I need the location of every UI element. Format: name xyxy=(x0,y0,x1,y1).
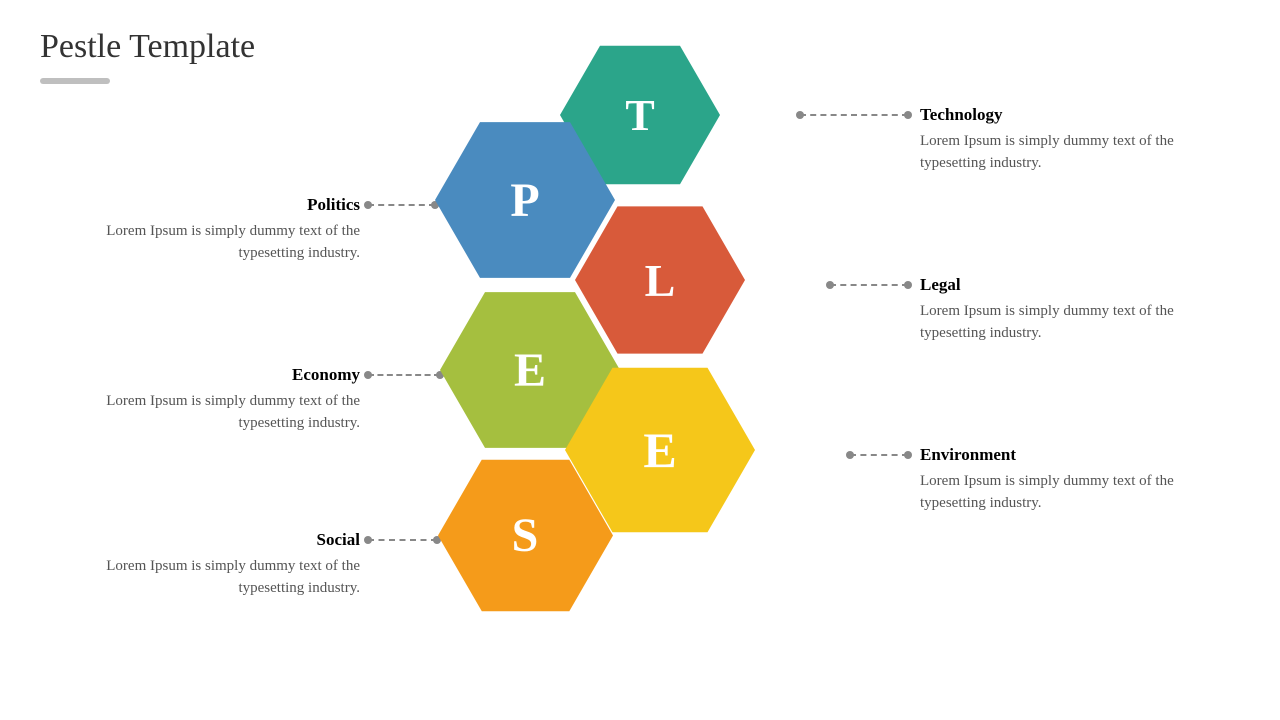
label-title: Legal xyxy=(920,275,1220,295)
label-politics: Politics Lorem Ipsum is simply dummy text… xyxy=(60,195,360,265)
connector xyxy=(368,204,435,206)
label-environment: Environment Lorem Ipsum is simply dummy t… xyxy=(920,445,1220,515)
connector xyxy=(830,284,908,286)
label-economy: Economy Lorem Ipsum is simply dummy text … xyxy=(60,365,360,435)
label-desc: Lorem Ipsum is simply dummy text of the … xyxy=(60,391,360,435)
label-title: Environment xyxy=(920,445,1220,465)
label-social: Social Lorem Ipsum is simply dummy text o… xyxy=(60,530,360,600)
page-title: Pestle Template xyxy=(40,28,255,66)
connector-dot xyxy=(846,451,854,459)
connector-dot xyxy=(796,111,804,119)
connector-dot xyxy=(364,536,372,544)
label-desc: Lorem Ipsum is simply dummy text of the … xyxy=(920,301,1220,345)
label-desc: Lorem Ipsum is simply dummy text of the … xyxy=(60,221,360,265)
label-desc: Lorem Ipsum is simply dummy text of the … xyxy=(920,131,1220,175)
connector xyxy=(800,114,908,116)
connector xyxy=(368,539,437,541)
title-underline xyxy=(40,78,110,84)
hexagon-letter: L xyxy=(645,254,676,307)
hexagon-letter: E xyxy=(643,421,676,479)
connector xyxy=(368,374,440,376)
label-title: Politics xyxy=(60,195,360,215)
hexagon-s-5: S xyxy=(438,448,613,623)
connector-dot xyxy=(364,201,372,209)
hexagon-letter: T xyxy=(625,90,654,141)
label-desc: Lorem Ipsum is simply dummy text of the … xyxy=(920,471,1220,515)
hexagon-letter: P xyxy=(510,173,539,228)
connector-dot xyxy=(904,111,912,119)
label-title: Technology xyxy=(920,105,1220,125)
connector-dot xyxy=(904,451,912,459)
hexagon-letter: S xyxy=(512,508,539,563)
label-desc: Lorem Ipsum is simply dummy text of the … xyxy=(60,556,360,600)
connector-dot xyxy=(904,281,912,289)
hexagon-letter: E xyxy=(514,343,546,398)
connector-dot xyxy=(826,281,834,289)
label-technology: Technology Lorem Ipsum is simply dummy te… xyxy=(920,105,1220,175)
connector-dot xyxy=(364,371,372,379)
label-title: Economy xyxy=(60,365,360,385)
label-legal: Legal Lorem Ipsum is simply dummy text of… xyxy=(920,275,1220,345)
label-title: Social xyxy=(60,530,360,550)
connector xyxy=(850,454,908,456)
